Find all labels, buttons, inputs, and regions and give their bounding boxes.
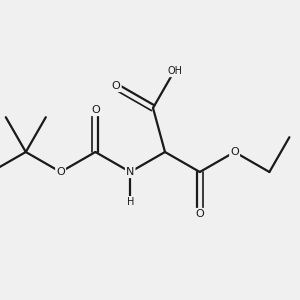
Text: H: H	[127, 197, 134, 207]
Text: O: O	[56, 167, 65, 177]
Text: O: O	[112, 81, 121, 91]
Text: O: O	[230, 147, 239, 157]
Text: N: N	[126, 167, 134, 177]
Text: OH: OH	[167, 66, 182, 76]
Text: O: O	[195, 209, 204, 219]
Text: O: O	[91, 105, 100, 115]
